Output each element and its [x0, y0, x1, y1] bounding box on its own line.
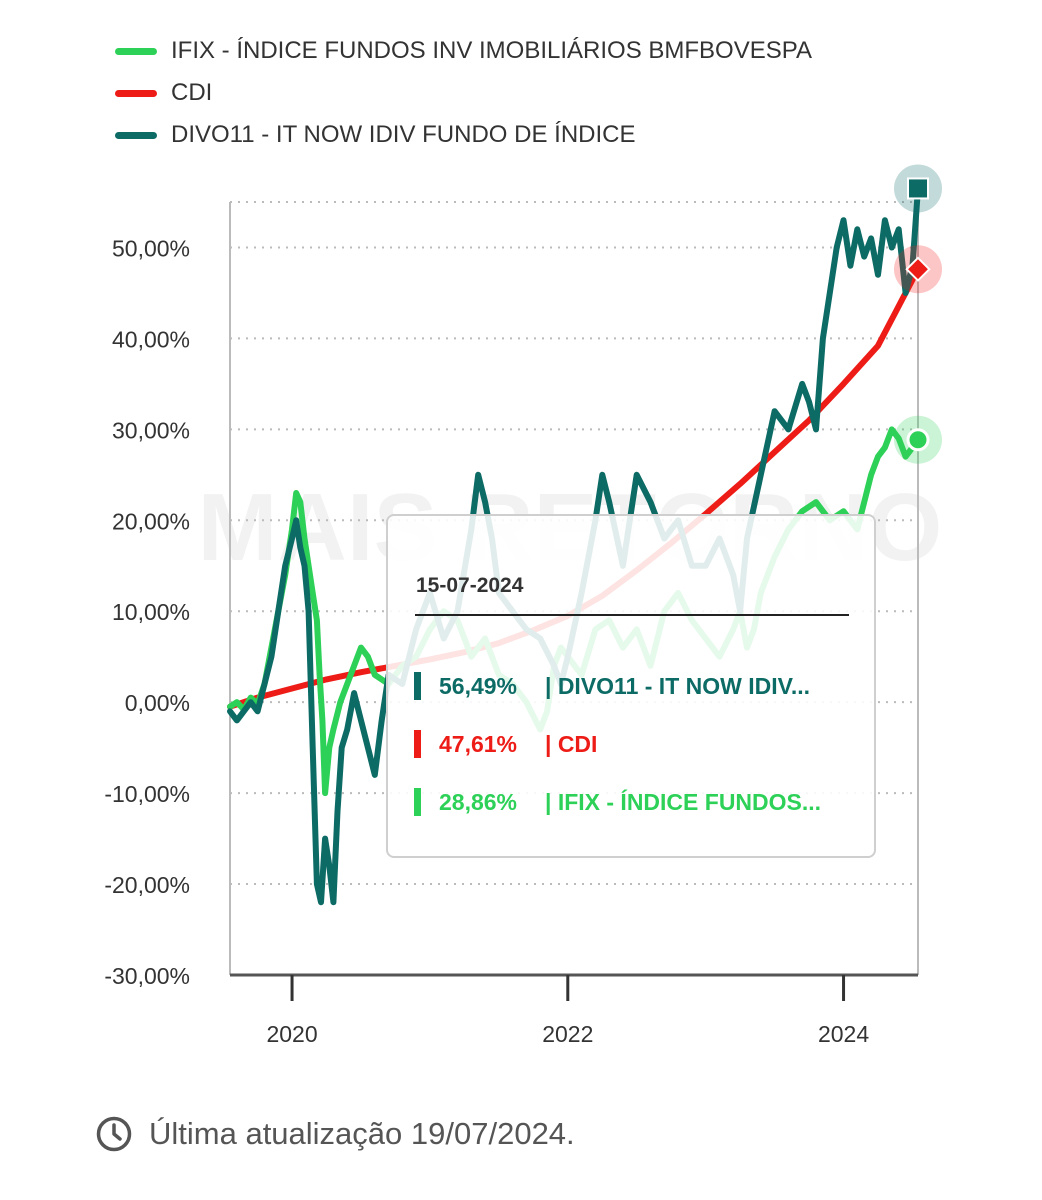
tooltip-value: 56,49% [439, 672, 518, 699]
clock-icon [96, 1116, 132, 1152]
end-marker-0 [906, 428, 930, 452]
y-tick-label: -20,00% [104, 872, 190, 898]
y-tick-label: -30,00% [104, 963, 190, 989]
end-marker-2 [907, 177, 929, 200]
legend-label-divo11: DIVO11 - IT NOW IDIV FUNDO DE ÍNDICE [171, 121, 636, 148]
legend-item-ifix[interactable]: IFIX - ÍNDICE FUNDOS INV IMOBILIÁRIOS BM… [115, 30, 812, 72]
y-tick-label: 30,00% [112, 417, 190, 443]
y-tick-label: 20,00% [112, 508, 190, 534]
legend-label-cdi: CDI [171, 79, 213, 106]
tooltip-color-bar [414, 672, 421, 700]
legend-swatch-divo11 [115, 131, 157, 139]
last-update-text: Última atualização 19/07/2024. [149, 1116, 575, 1151]
legend-swatch-cdi [115, 89, 157, 97]
legend-item-cdi[interactable]: CDI [115, 72, 812, 114]
tooltip-date: 15-07-2024 [416, 574, 524, 597]
y-tick-label: 40,00% [112, 326, 190, 352]
tooltip-divider [415, 614, 849, 616]
tooltip-row-cdi: 47,61% | CDI [414, 730, 597, 758]
chart-tooltip: 15-07-2024 56,49% | DIVO11 - IT NOW IDIV… [386, 514, 876, 858]
end-marker-1 [905, 256, 931, 282]
legend-label-ifix: IFIX - ÍNDICE FUNDOS INV IMOBILIÁRIOS BM… [171, 37, 812, 64]
legend-item-divo11[interactable]: DIVO11 - IT NOW IDIV FUNDO DE ÍNDICE [115, 114, 812, 156]
legend-swatch-ifix [115, 47, 157, 55]
tooltip-row-divo11: 56,49% | DIVO11 - IT NOW IDIV... [414, 672, 810, 700]
tooltip-color-bar [414, 730, 421, 758]
tooltip-row-ifix: 28,86% | IFIX - ÍNDICE FUNDOS... [414, 788, 821, 816]
tooltip-series-label: | IFIX - ÍNDICE FUNDOS... [545, 788, 822, 815]
tooltip-color-bar [414, 788, 421, 816]
y-tick-label: 50,00% [112, 235, 190, 261]
tooltip-series-label: | CDI [545, 730, 598, 757]
tooltip-value: 28,86% [439, 788, 518, 815]
x-tick-label: 2024 [818, 1021, 869, 1047]
tooltip-value: 47,61% [439, 730, 518, 757]
y-tick-label: 10,00% [112, 599, 190, 625]
x-tick-label: 2020 [266, 1021, 317, 1047]
y-tick-label: -10,00% [104, 781, 190, 807]
tooltip-series-label: | DIVO11 - IT NOW IDIV... [545, 672, 811, 699]
x-tick-label: 2022 [542, 1021, 593, 1047]
y-tick-label: 0,00% [125, 690, 190, 716]
last-update-footer: Última atualização 19/07/2024. [95, 1115, 575, 1153]
chart-legend: IFIX - ÍNDICE FUNDOS INV IMOBILIÁRIOS BM… [115, 30, 812, 156]
